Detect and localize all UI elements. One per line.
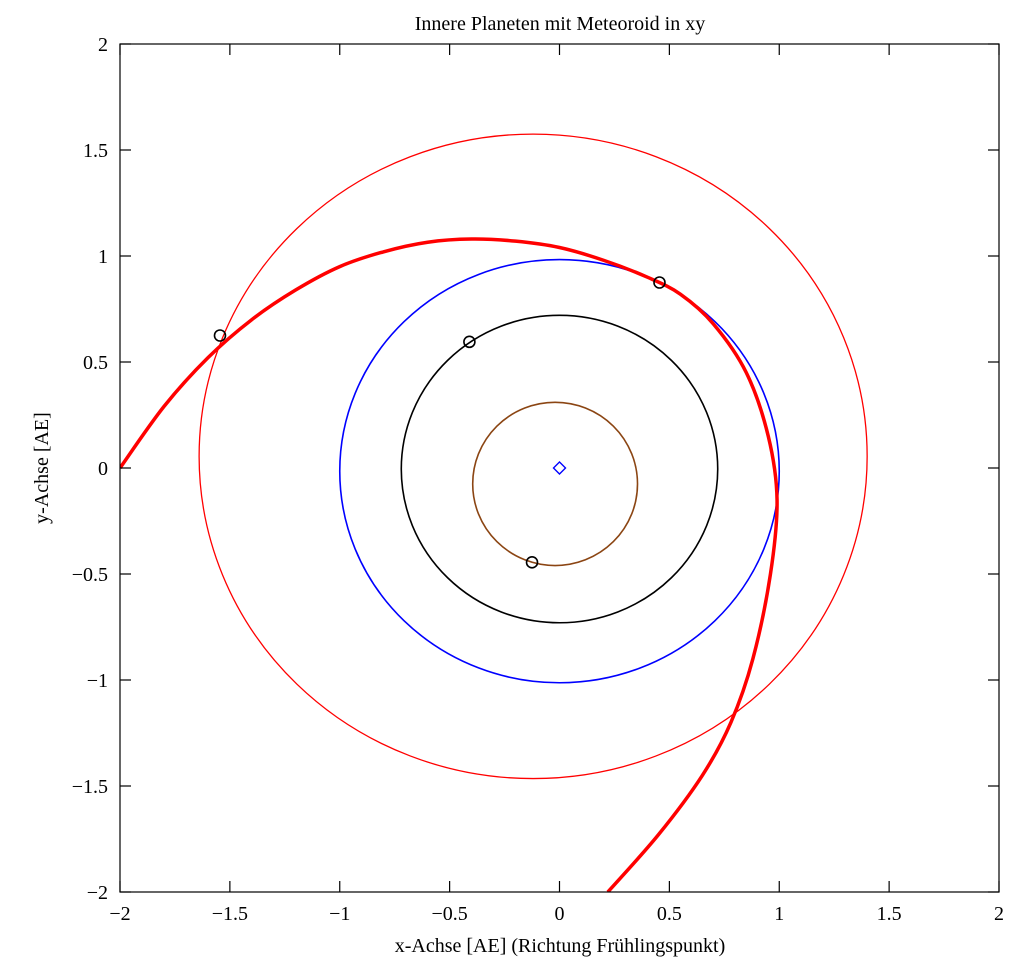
meteoroid-path xyxy=(120,237,779,892)
planet-marker-4 xyxy=(213,329,227,342)
x-tick-label: −1 xyxy=(329,903,350,925)
plot-area xyxy=(120,133,868,892)
y-tick-label: −1.5 xyxy=(72,776,108,798)
x-tick-label: 1.5 xyxy=(877,903,902,925)
y-axis-label: y-Achse [AE] xyxy=(31,412,53,524)
x-axis-label: x-Achse [AE] (Richtung Frühlingspunkt) xyxy=(395,935,726,957)
y-tick-label: −0.5 xyxy=(72,564,108,586)
data-layer xyxy=(120,133,868,892)
planet-marker-2 xyxy=(463,335,476,349)
x-tick-label: −0.5 xyxy=(431,903,467,925)
x-tick-label: 0.5 xyxy=(657,903,682,925)
y-tick-label: 2 xyxy=(98,34,108,56)
planet-marker-3 xyxy=(653,276,666,289)
orbit-3 xyxy=(338,258,781,684)
y-tick-label: 0 xyxy=(98,458,108,480)
x-tick-label: −1.5 xyxy=(212,903,248,925)
planet-marker-1 xyxy=(525,556,539,569)
y-tick-label: −1 xyxy=(87,670,108,692)
y-tick-label: −2 xyxy=(87,882,108,904)
chart-title: Innere Planeten mit Meteoroid in xy xyxy=(415,13,705,35)
y-tick-label: 1 xyxy=(98,246,108,268)
y-tick-label: 1.5 xyxy=(83,140,108,162)
sun-marker xyxy=(552,461,567,475)
tick-layer: −2 −1.5 −1 −0.5 0 0.5 1 1.5 2 −2 −1.5 −1 −0.5 0 0.5 1 1.… xyxy=(72,34,1004,925)
x-tick-label: 2 xyxy=(994,903,1004,925)
orbit-2 xyxy=(400,314,719,624)
x-tick-label: −2 xyxy=(109,903,130,925)
x-tick-label: 1 xyxy=(774,903,784,925)
orbit-4 xyxy=(198,133,868,780)
orbit-1 xyxy=(471,401,639,567)
y-tick-label: 0.5 xyxy=(83,352,108,374)
x-tick-label: 0 xyxy=(555,903,565,925)
